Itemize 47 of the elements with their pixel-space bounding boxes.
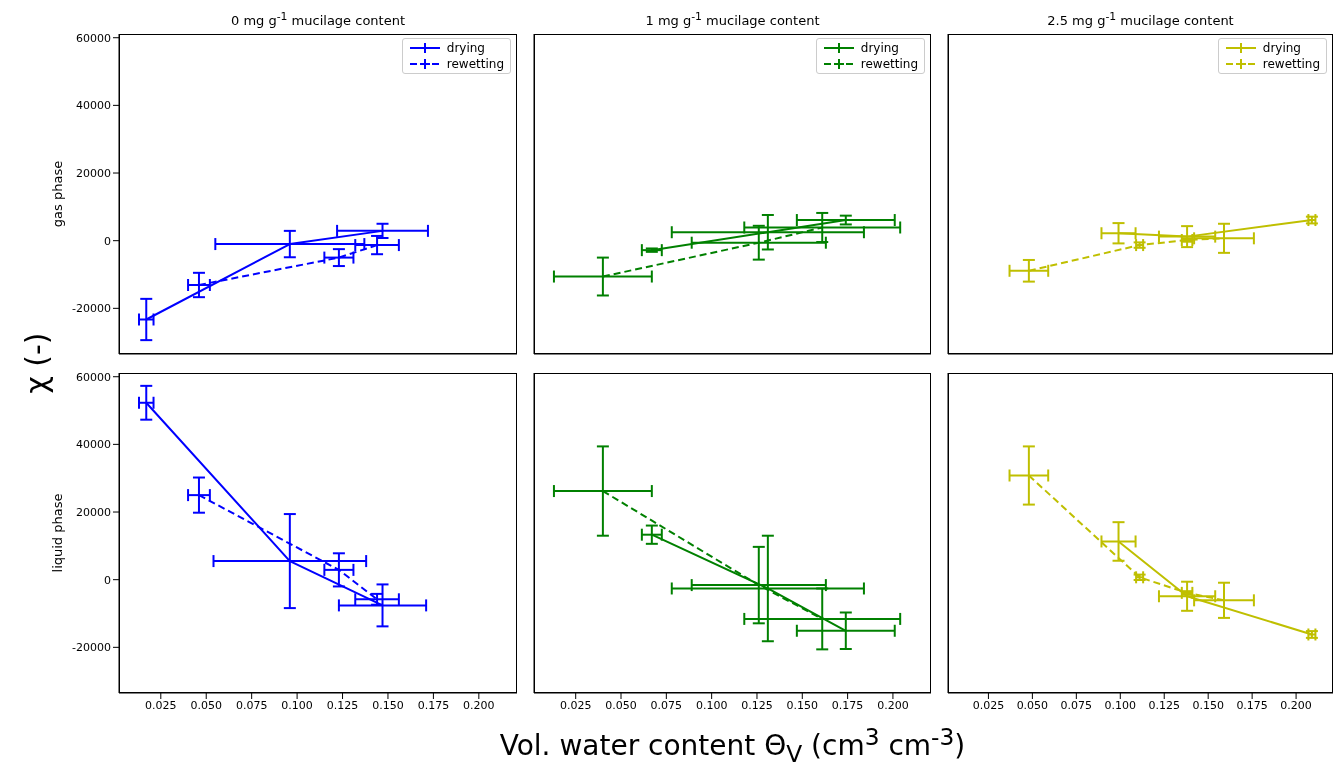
y-tick-label: 60000 [76, 31, 111, 45]
x-tick-label: 0.075 [235, 698, 268, 712]
x-tick-label: 0.175 [1236, 698, 1268, 712]
x-axis-title: Vol. water content Θ$_{V}$ (cm$^{3}$ cm$^{-3}$) [498, 723, 967, 762]
y-tick-label: 40000 [76, 438, 111, 452]
legend-label: drying [860, 40, 899, 56]
legend-label: rewetting [860, 56, 918, 72]
y-tick-label: 40000 [76, 99, 111, 113]
x-tick-label: 0.050 [190, 698, 222, 712]
x-tick-label: 0.150 [786, 698, 819, 712]
y-tick-label: -20000 [72, 302, 111, 316]
x-tick-label: 0.125 [1148, 698, 1180, 712]
x-tick-label: 0.100 [1104, 698, 1137, 712]
y-tick-label: -20000 [72, 641, 111, 655]
x-tick-label: 0.025 [145, 698, 177, 712]
y-tick-label: 20000 [76, 166, 111, 180]
legend-label: rewetting [446, 56, 504, 72]
x-tick-label: 0.025 [559, 698, 592, 712]
x-tick-label: 0.025 [972, 698, 1005, 712]
legend-label: drying [446, 40, 485, 56]
y-tick-label: 20000 [76, 505, 111, 519]
x-tick-label: 0.100 [695, 698, 728, 712]
x-tick-label: 0.175 [417, 698, 450, 712]
x-tick-label: 0.200 [463, 698, 495, 712]
x-tick-label: 0.175 [831, 698, 864, 712]
x-tick-label: 0.125 [326, 698, 359, 712]
x-tick-label: 0.200 [877, 698, 909, 712]
x-tick-label: 0.100 [281, 698, 313, 712]
y-axis-title: liquid phase [49, 493, 65, 573]
chart-title: 0 mg g$^{-1}$ mucilage content [230, 10, 406, 29]
chart-title: 1 mg g$^{-1}$ mucilage content [644, 10, 821, 29]
x-tick-label: 0.075 [650, 698, 683, 712]
y-tick-label: 0 [104, 573, 111, 587]
x-tick-label: 0.125 [741, 698, 773, 712]
x-tick-label: 0.150 [372, 698, 404, 712]
legend-label: rewetting [1262, 56, 1320, 72]
x-tick-label: 0.050 [605, 698, 637, 712]
chart-title: 2.5 mg g$^{-1}$ mucilage content [1046, 10, 1235, 29]
x-tick-label: 0.075 [1060, 698, 1093, 712]
x-tick-label: 0.200 [1280, 698, 1312, 712]
x-tick-label: 0.050 [1016, 698, 1049, 712]
x-tick-label: 0.150 [1192, 698, 1224, 712]
y-axis-title: gas phase [49, 160, 65, 228]
y-tick-label: 0 [104, 234, 111, 248]
legend-label: drying [1262, 40, 1301, 56]
text: χ (-) [18, 332, 54, 394]
y-tick-label: 60000 [76, 370, 111, 384]
